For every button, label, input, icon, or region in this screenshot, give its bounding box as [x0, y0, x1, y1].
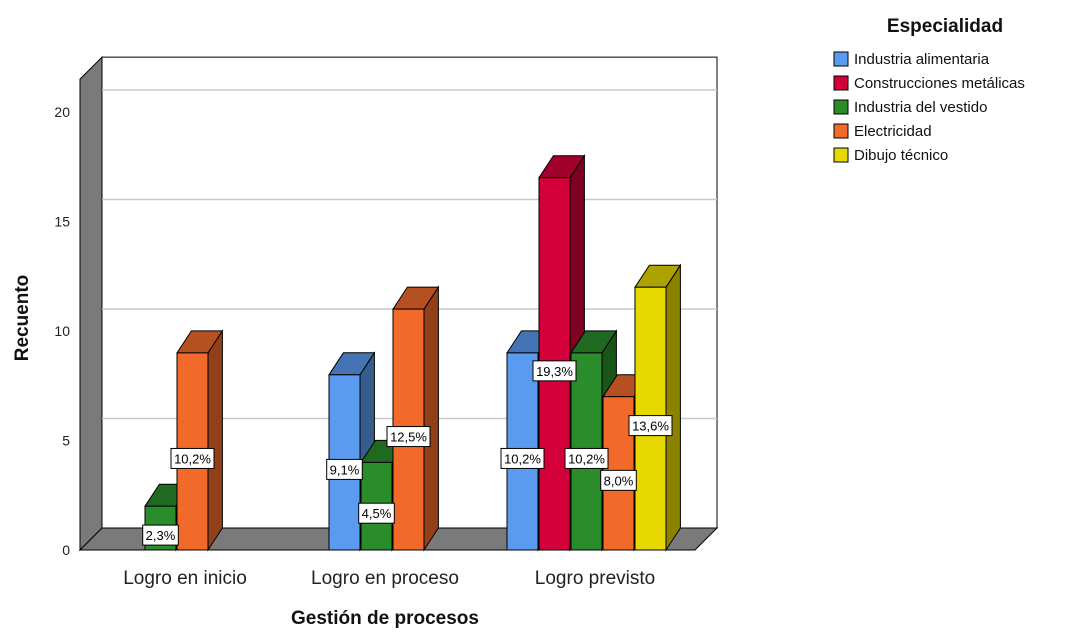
legend-swatch — [833, 75, 849, 91]
data-label: 2,3% — [142, 524, 179, 546]
data-label: 10,2% — [170, 447, 215, 469]
legend-entry: Construcciones metálicas — [854, 75, 1025, 92]
legend-entry: Electricidad — [854, 123, 932, 140]
data-label-box — [386, 426, 431, 448]
data-label: 10,2% — [500, 447, 545, 469]
x-axis-categories: Logro en inicio Logro en proceso Logro pre… — [123, 568, 655, 589]
bar-side — [665, 263, 681, 552]
bar-side — [423, 285, 439, 552]
data-label-box — [500, 447, 545, 469]
bar-side — [207, 329, 223, 552]
bar — [634, 263, 682, 552]
legend-swatch — [833, 99, 849, 115]
data-label-text: 12,5% — [390, 430, 427, 445]
data-label-box — [170, 447, 215, 469]
data-label-text: 10,2% — [568, 451, 605, 466]
data-label: 19,3% — [532, 360, 577, 382]
data-label-box — [564, 447, 609, 469]
legend-entry: Industria del vestido — [854, 99, 987, 116]
legend-title: Especialidad — [887, 16, 1003, 37]
data-label-text: 13,6% — [632, 419, 669, 434]
data-label-text: 10,2% — [174, 451, 211, 466]
data-label: 4,5% — [358, 502, 395, 524]
legend-swatch — [833, 51, 849, 67]
data-label: 12,5% — [386, 426, 431, 448]
x-tick-label: Logro en proceso — [311, 568, 459, 589]
legend-swatch — [833, 123, 849, 139]
x-tick-label: Logro en inicio — [123, 568, 247, 589]
legend-entry: Dibujo técnico — [854, 147, 948, 164]
data-label-text: 2,3% — [146, 528, 176, 543]
legend-entry: Industria alimentaria — [854, 51, 990, 68]
y-tick-label: 20 — [54, 104, 70, 120]
data-label: 8,0% — [600, 469, 637, 491]
data-label-text: 10,2% — [504, 451, 541, 466]
data-label-box — [358, 502, 395, 524]
y-tick-label: 0 — [62, 542, 70, 558]
data-label-box — [532, 360, 577, 382]
data-label: 10,2% — [564, 447, 609, 469]
data-label-box — [142, 524, 179, 546]
data-label-box — [326, 458, 363, 480]
data-label-box — [600, 469, 637, 491]
legend: Especialidad Industria alimentaria Constr… — [833, 16, 1025, 164]
data-label-text: 19,3% — [536, 364, 573, 379]
bars: 2,3% 10,2% 9,1% 4,5% 12,5% 10,2% 19,3% 10,2% 8,0… — [142, 154, 682, 552]
legend-swatch — [833, 147, 849, 163]
data-label-box — [628, 415, 673, 437]
x-axis-title: Gestión de procesos — [291, 608, 479, 629]
data-label-text: 8,0% — [604, 473, 634, 488]
y-axis-ticks: 0 5 10 15 20 — [54, 104, 70, 558]
data-label-text: 9,1% — [330, 462, 360, 477]
data-label: 13,6% — [628, 415, 673, 437]
left-wall — [79, 55, 103, 552]
y-axis-title: Recuento — [12, 275, 33, 362]
data-label-text: 4,5% — [362, 506, 392, 521]
y-tick-label: 10 — [54, 323, 70, 339]
bar — [392, 285, 440, 552]
bar — [176, 329, 224, 552]
y-tick-label: 15 — [54, 214, 70, 230]
x-tick-label: Logro previsto — [535, 568, 655, 589]
y-tick-label: 5 — [62, 433, 70, 449]
data-label: 9,1% — [326, 458, 363, 480]
